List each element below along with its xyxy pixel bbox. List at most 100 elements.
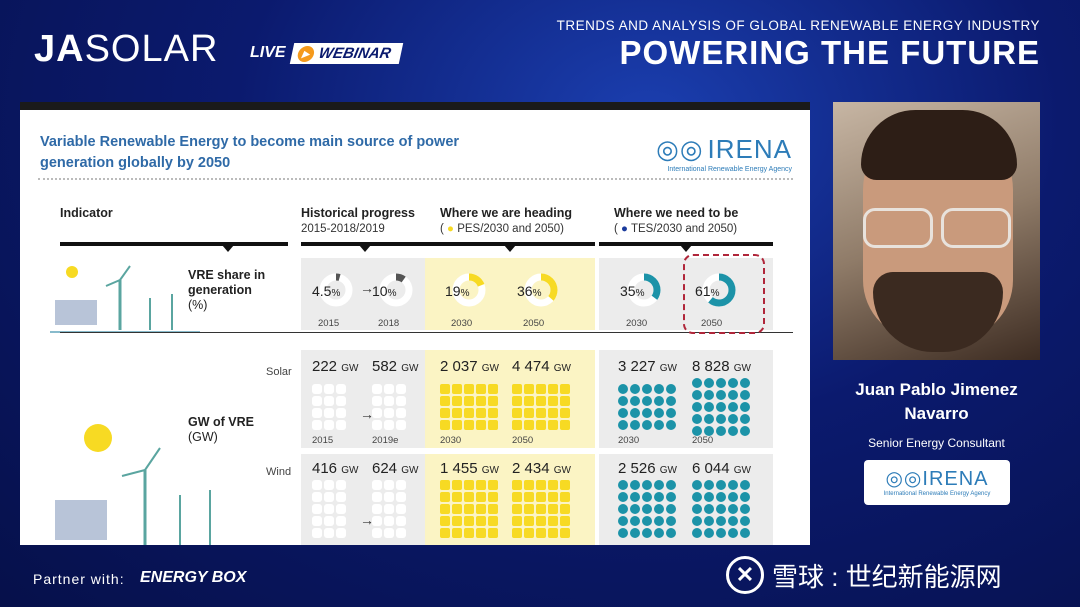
solar-wind-illustration-2-icon xyxy=(55,424,211,545)
col-indicator: Indicator xyxy=(60,206,113,220)
live-label: LIVE xyxy=(250,44,286,61)
speaker-name: Juan Pablo Jimenez Navarro xyxy=(833,378,1040,426)
col-historical: Historical progress xyxy=(301,206,415,220)
solar-dot-grid-2 xyxy=(440,384,498,430)
col-heading-sub-text: PES/2030 and 2050) xyxy=(457,223,564,235)
trends-subtitle: TRENDS AND ANALYSIS OF GLOBAL RENEWABLE … xyxy=(556,18,1040,33)
speaker-video xyxy=(833,102,1040,360)
solar-dot-grid-0 xyxy=(312,384,346,430)
wind-dot-grid-4 xyxy=(618,480,676,538)
share-value-4: 35% xyxy=(620,283,645,299)
share-value-2: 19% xyxy=(445,283,470,299)
live-webinar-badge: LIVE ▶ WEBINAR xyxy=(250,41,403,65)
pes-dot-icon: ● xyxy=(447,223,454,235)
share-donut-1 xyxy=(379,273,413,307)
solar-gw-value-4: 3 227 GW xyxy=(618,358,677,375)
webinar-header: JASOLAR LIVE ▶ WEBINAR TRENDS AND ANALYS… xyxy=(0,0,1080,95)
wind-arrow-icon: → xyxy=(360,512,374,528)
solar-year-3: 2050 xyxy=(512,435,534,446)
indicator-caret-icon xyxy=(222,245,234,252)
ja-solar-logo: JASOLAR xyxy=(34,28,218,71)
webinar-label: WEBINAR xyxy=(316,44,393,62)
vre-share-label: VRE share in generation (%) xyxy=(188,268,278,313)
share-value-1: 10% xyxy=(372,283,397,299)
title-divider xyxy=(38,178,793,180)
indicator-bar xyxy=(60,242,288,246)
solar-gw-value-5: 8 828 GW xyxy=(692,358,751,375)
wind-gw-value-3: 2 434 GW xyxy=(512,460,571,477)
share-year-1: 2018 xyxy=(378,318,400,329)
speaker-role: Senior Energy Consultant xyxy=(868,436,1005,450)
vre-share-title: VRE share in generation xyxy=(188,268,266,297)
brand-solar: SOLAR xyxy=(84,28,219,70)
share-year-2: 2030 xyxy=(451,318,473,329)
irena-globe-icon: ◎◎ xyxy=(656,134,704,164)
xueqiu-watermark: ✕ 雪球 : 世纪新能源网 xyxy=(726,556,1002,594)
partner-label: Partner with: xyxy=(33,571,125,587)
energybox-logo: ENERGY BOX xyxy=(140,569,247,586)
share-year-0: 2015 xyxy=(318,318,340,329)
historical-solar-panel xyxy=(301,350,429,448)
solar-label: Solar xyxy=(266,366,292,378)
wind-dot-grid-5 xyxy=(692,480,750,538)
share-donut-3 xyxy=(524,273,558,307)
col-historical-sub: 2015-2018/2019 xyxy=(301,223,385,235)
wind-gw-value-1: 624 GW xyxy=(372,460,419,477)
speaker-irena-globe-icon: ◎◎ xyxy=(885,468,923,490)
vre-share-unit: (%) xyxy=(188,298,208,312)
share-donut-0 xyxy=(319,273,353,307)
speaker-hair xyxy=(861,110,1017,180)
solar-gw-value-2: 2 037 GW xyxy=(440,358,499,375)
share-value-3: 36% xyxy=(517,283,542,299)
solar-year-1: 2019e xyxy=(372,435,399,446)
share-year-5: 2050 xyxy=(701,318,723,329)
share-value-5: 61% xyxy=(695,283,720,299)
historical-bar xyxy=(301,242,429,246)
wind-dot-grid-3 xyxy=(512,480,570,538)
watermark-text: 雪球 : 世纪新能源网 xyxy=(772,561,1002,592)
irena-name: IRENA xyxy=(707,134,792,164)
need-caret-icon xyxy=(680,245,692,252)
share-value-0: 4.5% xyxy=(312,283,341,299)
solar-year-2: 2030 xyxy=(440,435,462,446)
gw-vre-unit: (GW) xyxy=(188,430,218,444)
wind-dot-grid-2 xyxy=(440,480,498,538)
speaker-name-line2: Navarro xyxy=(904,404,969,423)
wind-dot-grid-1 xyxy=(372,480,406,538)
irena-logo: ◎◎ IRENA International Renewable Energy A… xyxy=(656,134,792,173)
share-donut-5 xyxy=(702,273,736,307)
wind-gw-value-4: 2 526 GW xyxy=(618,460,677,477)
wind-dot-grid-0 xyxy=(312,480,346,538)
solar-dot-grid-3 xyxy=(512,384,570,430)
solar-year-0: 2015 xyxy=(312,435,334,446)
solar-dot-grid-5 xyxy=(692,378,750,436)
solar-dot-grid-4 xyxy=(618,384,676,430)
gw-vre-title: GW of VRE xyxy=(188,415,254,429)
historical-wind-panel xyxy=(301,454,429,545)
gw-vre-label: GW of VRE (GW) xyxy=(188,415,254,445)
slide-title: Variable Renewable Energy to become main… xyxy=(40,134,460,171)
irena-subtitle: International Renewable Energy Agency xyxy=(667,166,792,173)
col-heading: Where we are heading xyxy=(440,206,572,220)
heading-caret-icon xyxy=(504,245,516,252)
col-need-sub: ( ● TES/2030 and 2050) xyxy=(614,223,738,235)
speaker-irena-name: IRENA xyxy=(922,468,989,490)
share-donut-2 xyxy=(452,273,486,307)
brand-ja: JA xyxy=(34,28,85,70)
wind-gw-value-5: 6 044 GW xyxy=(692,460,751,477)
presentation-slide: Variable Renewable Energy to become main… xyxy=(20,102,810,545)
solar-gw-value-3: 4 474 GW xyxy=(512,358,571,375)
webinar-tag: ▶ WEBINAR xyxy=(289,42,403,64)
wind-gw-value-0: 416 GW xyxy=(312,460,359,477)
col-need-sub-text: TES/2030 and 2050) xyxy=(630,223,738,235)
heading-bar xyxy=(425,242,595,246)
solar-year-5: 2050 xyxy=(692,435,714,446)
wind-label: Wind xyxy=(266,466,292,478)
share-donut-4 xyxy=(627,273,661,307)
solar-wind-illustration-icon xyxy=(50,265,200,333)
solar-arrow-icon: → xyxy=(360,406,374,422)
solar-gw-value-1: 582 GW xyxy=(372,358,419,375)
headline: POWERING THE FUTURE xyxy=(619,34,1040,71)
highlight-2050-tes xyxy=(683,254,765,334)
solar-dot-grid-1 xyxy=(372,384,406,430)
